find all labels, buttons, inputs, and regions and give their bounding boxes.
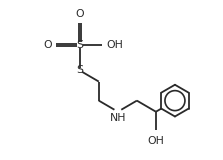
Text: S: S [76, 40, 83, 50]
Text: OH: OH [147, 136, 164, 145]
Text: O: O [43, 40, 52, 50]
Text: OH: OH [106, 40, 123, 50]
Text: NH: NH [109, 113, 126, 123]
Text: O: O [75, 9, 84, 19]
Text: S: S [76, 65, 83, 76]
